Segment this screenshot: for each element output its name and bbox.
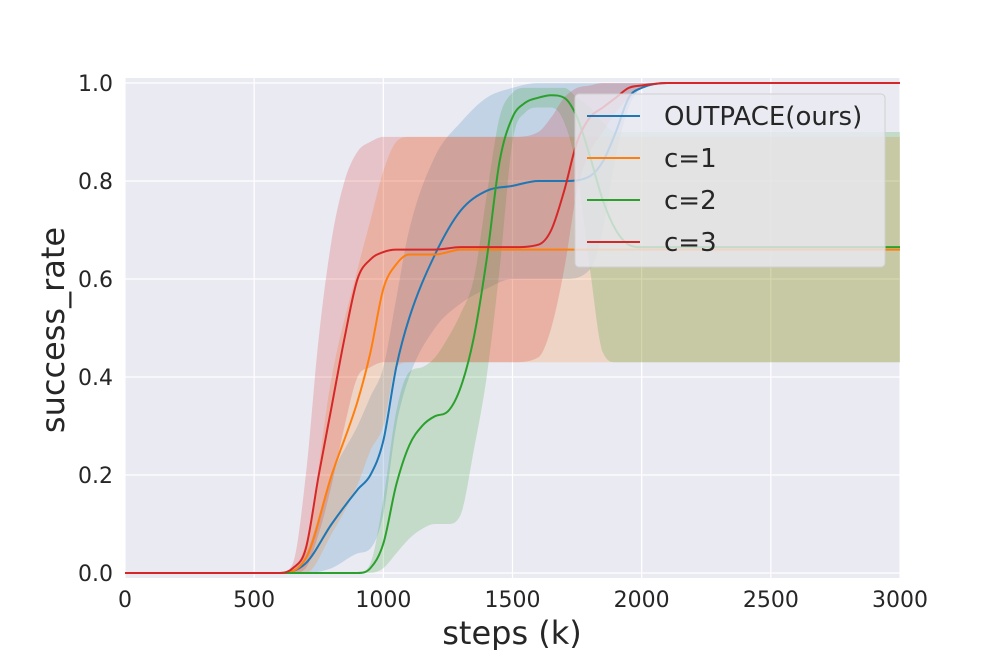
band-series-3 — [125, 83, 900, 573]
line-series-3 — [124, 81, 900, 575]
y-tick-label: 0.2 — [78, 464, 113, 489]
x-tick-label: 2500 — [743, 588, 799, 613]
legend-entry: c=3 — [664, 228, 717, 258]
legend-box — [574, 93, 886, 268]
legend-entry: OUTPACE(ours) — [664, 102, 862, 132]
legend: OUTPACE(ours) c=1 c=2 c=3 — [574, 93, 886, 268]
x-tick-label: 1000 — [355, 588, 411, 613]
band-series-0 — [125, 83, 900, 573]
legend-entry: c=2 — [664, 186, 717, 216]
y-tick-label: 0.4 — [78, 366, 113, 391]
y-axis-label: success_rate — [34, 227, 72, 433]
x-tick-label: 2000 — [614, 588, 670, 613]
y-tick-label: 0.0 — [78, 562, 113, 587]
legend-entry: c=1 — [664, 144, 717, 174]
tick-labels: 0 500 1000 1500 2000 2500 3000 0.0 0.2 0.4 0.6 0.8 1… — [78, 72, 928, 613]
x-tick-label: 0 — [118, 588, 132, 613]
y-tick-label: 1.0 — [78, 72, 113, 97]
x-tick-label: 3000 — [872, 588, 928, 613]
x-tick-label: 1500 — [485, 588, 541, 613]
x-axis-label: steps (k) — [442, 614, 582, 650]
x-tick-label: 500 — [233, 588, 275, 613]
line-series-0 — [124, 81, 900, 575]
y-tick-label: 0.8 — [78, 170, 113, 195]
y-tick-label: 0.6 — [78, 268, 113, 293]
